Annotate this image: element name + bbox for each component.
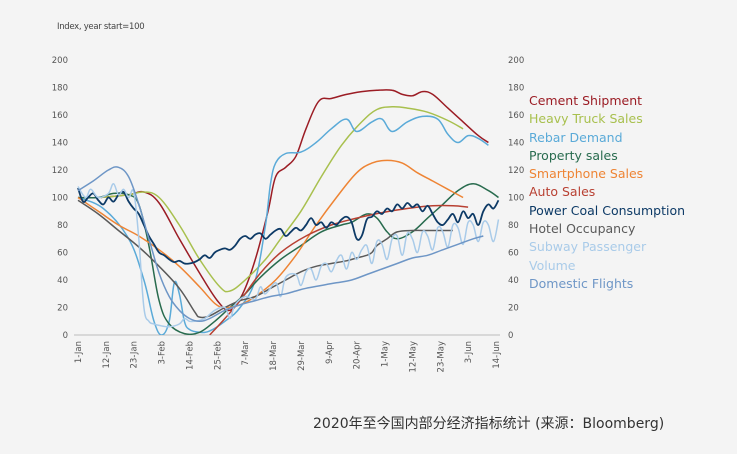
x-tick-label: 3-Jun xyxy=(464,341,474,363)
x-tick-label: 1-Jan xyxy=(74,341,84,363)
left-y-tick-label: 80 xyxy=(57,221,68,231)
right-y-tick-label: 60 xyxy=(508,249,519,259)
left-y-tick-label: 0 xyxy=(63,331,68,341)
legend-item-hotel-occupancy: Hotel Occupancy xyxy=(529,221,636,237)
x-tick-label: 18-Mar xyxy=(269,340,279,370)
x-tick-label: 7-Mar xyxy=(241,340,251,365)
left-y-tick-label: 20 xyxy=(57,304,68,314)
right-y-tick-label: 80 xyxy=(508,221,519,231)
x-tick-label: 29-Mar xyxy=(297,340,307,370)
series-line-domestic-flights xyxy=(77,166,484,323)
legend-item-smartphone-sales: Smartphone Sales xyxy=(529,166,644,182)
series-line-smartphone-sales xyxy=(77,159,464,309)
left-y-tick-label: 140 xyxy=(52,139,68,149)
right-y-tick-label: 20 xyxy=(508,304,519,314)
left-y-tick-label: 40 xyxy=(57,276,68,286)
x-tick-label: 1-May xyxy=(381,341,391,367)
left-y-tick-label: 200 xyxy=(52,56,68,66)
legend-item-property-sales: Property sales xyxy=(529,147,618,163)
right-y-tick-label: 100 xyxy=(508,194,524,204)
right-y-tick-label: 160 xyxy=(508,111,524,121)
right-y-tick-label: 40 xyxy=(508,276,519,286)
series-line-rebar-demand xyxy=(77,115,489,335)
left-y-tick-label: 100 xyxy=(52,194,68,204)
series-line-heavy-truck-sales xyxy=(100,105,464,293)
right-y-tick-label: 180 xyxy=(508,84,524,94)
x-tick-label: 20-Apr xyxy=(353,340,363,369)
legend-item-power-coal-consumption: Power Coal Consumption xyxy=(529,202,686,218)
series-line-auto-sales xyxy=(209,204,469,335)
legend-item-subway-passenger-volume: Subway Passenger Volume xyxy=(529,239,647,273)
series-line-hotel-occupancy xyxy=(77,199,453,319)
right-y-tick-label: 120 xyxy=(508,166,524,176)
x-tick-label: 12-Jan xyxy=(102,341,112,368)
y-axis-unit-label: Index, year start=100 xyxy=(57,22,145,32)
x-tick-label: 3-Feb xyxy=(158,341,168,365)
x-tick-label: 23-Jan xyxy=(130,341,140,368)
series-line-subway-passenger-volume xyxy=(77,183,500,328)
chart-caption: 2020年至今国内部分经济指标统计 (来源：Bloomberg) xyxy=(313,416,665,432)
left-y-tick-label: 60 xyxy=(57,249,68,259)
right-y-tick-label: 0 xyxy=(508,331,513,341)
left-y-tick-label: 120 xyxy=(52,166,68,176)
x-tick-label: 25-Feb xyxy=(213,341,223,370)
right-y-axis: 0 20 40 60 80 100 120 140 160 180 200 xyxy=(508,56,524,341)
x-tick-label: 12-May xyxy=(408,341,418,372)
right-y-tick-label: 200 xyxy=(508,56,524,66)
legend-item-domestic-flights: Domestic Flights xyxy=(529,275,634,291)
left-y-tick-label: 180 xyxy=(52,84,68,94)
x-tick-label: 14-Feb xyxy=(185,341,195,370)
series-lines xyxy=(77,89,500,335)
x-axis: 1-Jan 12-Jan 23-Jan 3-Feb 14-Feb 25-Feb 7-Mar 1… xyxy=(74,340,502,372)
legend-item-auto-sales: Auto Sales xyxy=(529,184,596,200)
x-tick-label: 14-Jun xyxy=(492,341,502,369)
x-tick-label: 23-May xyxy=(436,341,446,372)
legend: Cement Shipment Heavy Truck Sales Rebar De… xyxy=(529,92,685,293)
right-y-tick-label: 140 xyxy=(508,139,524,149)
legend-item-heavy-truck-sales: Heavy Truck Sales xyxy=(529,111,643,127)
x-tick-label: 9-Apr xyxy=(325,341,335,364)
legend-item-cement-shipment: Cement Shipment xyxy=(529,93,643,108)
left-y-tick-label: 160 xyxy=(52,111,68,121)
left-y-axis: 0 20 40 60 80 100 120 140 160 180 200 xyxy=(52,56,68,341)
legend-item-rebar-demand: Rebar Demand xyxy=(529,129,623,145)
series-line-cement-shipment xyxy=(100,89,489,312)
